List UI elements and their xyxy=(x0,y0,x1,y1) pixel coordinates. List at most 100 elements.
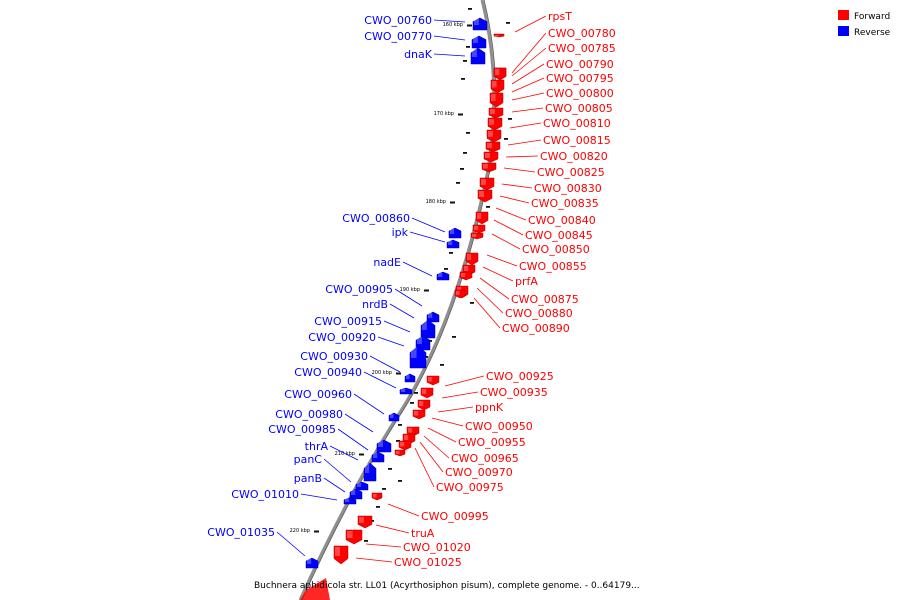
gene-leader-line xyxy=(433,53,466,57)
gene-leader-line xyxy=(411,217,446,233)
gene-labels: rpsT CWO_00780 CWO_00785 CWO_00790CWO_00795… xyxy=(207,10,615,569)
gene-feature xyxy=(355,481,369,491)
gene-highlight xyxy=(404,435,409,440)
gene-highlight xyxy=(422,321,427,330)
gene-highlight xyxy=(428,313,433,318)
gene-label-forward: CWO_00875 xyxy=(511,293,579,306)
gene-label-reverse: CWO_01010 xyxy=(231,488,299,501)
gene-feature xyxy=(470,232,484,240)
tick-label: 220 kbp xyxy=(290,528,310,534)
gene-label-forward: ppnK xyxy=(475,401,504,414)
gene-highlight xyxy=(406,375,410,379)
gene-shape xyxy=(371,492,383,501)
tick-mark xyxy=(470,302,474,304)
gene-shape xyxy=(472,224,486,234)
gene-leader-line xyxy=(511,63,545,85)
gene-highlight xyxy=(422,389,427,394)
gene-leader-line xyxy=(507,139,542,146)
gene-leader-line xyxy=(511,47,547,77)
gene-label-reverse: panC xyxy=(294,453,323,466)
gene-feature xyxy=(490,79,505,94)
gene-label-forward: CWO_00965 xyxy=(451,452,519,465)
gene-shape xyxy=(481,162,497,173)
gene-shape xyxy=(475,211,489,225)
legend-reverse-label: Reverse xyxy=(854,28,891,38)
gene-label-forward: CWO_00890 xyxy=(502,322,570,335)
gene-highlight xyxy=(438,273,443,277)
gene-shape xyxy=(472,17,488,31)
gene-shape xyxy=(470,47,486,65)
gene-shape xyxy=(448,227,462,239)
gene-highlight xyxy=(347,531,353,538)
gene-shape xyxy=(465,252,479,266)
gene-shape xyxy=(436,271,450,281)
gene-leader-line xyxy=(394,288,423,307)
gene-label-reverse: CWO_00915 xyxy=(314,315,382,328)
gene-shape xyxy=(471,35,487,49)
legend-forward-swatch xyxy=(838,10,849,20)
gene-label-forward: CWO_00880 xyxy=(505,307,573,320)
gene-leader-line xyxy=(375,524,410,534)
gene-shape xyxy=(398,440,412,451)
gene-label-forward: rpsT xyxy=(548,10,572,23)
gene-highlight xyxy=(495,35,499,37)
gene-highlight xyxy=(485,153,490,158)
tick-mark xyxy=(466,132,470,134)
gene-highlight xyxy=(419,401,424,406)
gene-leader-line xyxy=(493,219,524,236)
gene-label-reverse: CWO_00980 xyxy=(275,408,343,421)
tick-mark xyxy=(463,60,467,62)
gene-feature xyxy=(305,557,319,569)
gene-label-forward: CWO_00800 xyxy=(546,87,614,100)
gene-label-reverse: nadE xyxy=(373,256,401,269)
gene-feature xyxy=(470,47,486,65)
gene-highlight xyxy=(359,517,364,523)
gene-leader-line xyxy=(389,303,415,319)
tick-mark xyxy=(458,113,463,116)
gene-feature xyxy=(486,129,502,143)
gene-leader-line xyxy=(503,167,536,173)
gene-highlight xyxy=(345,499,350,502)
gene-label-forward: CWO_00835 xyxy=(531,197,599,210)
gene-highlight xyxy=(351,490,356,495)
tick-mark xyxy=(456,182,460,184)
gene-label-forward: CWO_00810 xyxy=(543,117,611,130)
tick-mark xyxy=(467,24,472,27)
tick-mark xyxy=(364,540,368,542)
gene-label-reverse: CWO_00760 xyxy=(364,14,432,27)
gene-highlight xyxy=(489,119,494,125)
gene-label-reverse: thrA xyxy=(305,440,329,453)
tick-mark xyxy=(460,168,464,170)
gene-leader-line xyxy=(423,435,450,459)
tick-label: 160 kbp xyxy=(443,22,463,28)
gene-label-reverse: CWO_00985 xyxy=(268,423,336,436)
gene-feature xyxy=(417,399,431,411)
tick-mark xyxy=(398,424,402,426)
gene-leader-line xyxy=(369,355,401,373)
gene-leader-line xyxy=(427,427,457,443)
gene-leader-line xyxy=(402,261,433,277)
gene-leader-line xyxy=(300,493,338,501)
gene-feature xyxy=(493,33,505,38)
gene-highlight xyxy=(456,291,460,295)
gene-feature xyxy=(448,227,462,239)
gene-highlight xyxy=(464,266,469,271)
gene-shape xyxy=(305,557,319,569)
gene-leader-line xyxy=(355,557,393,563)
gene-highlight xyxy=(335,547,340,556)
gene-shape xyxy=(470,232,484,240)
gene-highlight xyxy=(411,347,417,358)
gene-feature xyxy=(399,387,413,395)
gene-shape xyxy=(357,515,373,529)
tick-mark xyxy=(396,440,400,442)
gene-leader-line xyxy=(433,19,466,23)
tick-mark xyxy=(440,364,444,366)
gene-leader-line xyxy=(323,458,352,483)
gene-shape xyxy=(345,529,363,545)
gene-features xyxy=(300,17,507,600)
tick-mark xyxy=(463,152,467,154)
gene-feature xyxy=(420,387,434,399)
tick-mark xyxy=(506,22,510,24)
tick-mark xyxy=(359,453,364,456)
gene-feature xyxy=(420,319,436,339)
